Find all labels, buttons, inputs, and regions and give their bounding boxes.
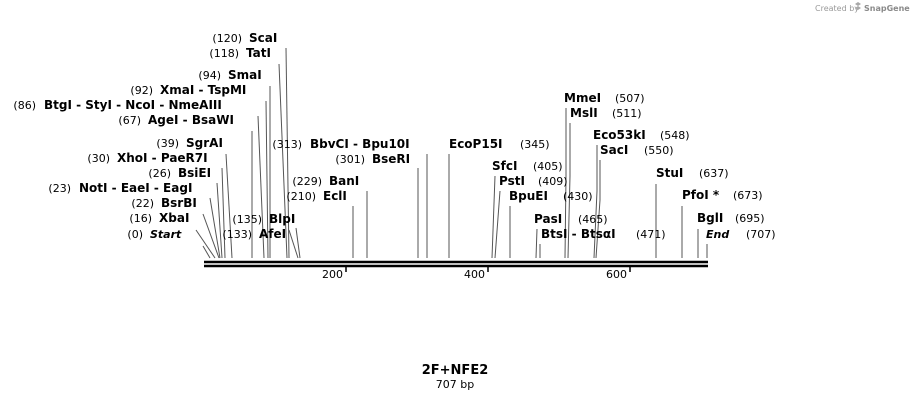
connector-xbai bbox=[195, 229, 216, 259]
site-name-bgli: BglI bbox=[697, 211, 723, 225]
connector-eco53ki bbox=[593, 145, 598, 259]
site-name-sfci: SfcI bbox=[492, 159, 517, 173]
site-pos-pfoi: (673) bbox=[733, 189, 763, 202]
site-name-bbvci: BbvCI - Bpu10I bbox=[310, 137, 410, 151]
connector-scai bbox=[285, 47, 290, 259]
tick-label-600: 600 bbox=[606, 268, 627, 281]
site-pos-sgrai: (39) bbox=[156, 137, 179, 150]
site-pos-btsi: (471) bbox=[636, 228, 666, 241]
connector-psti bbox=[494, 190, 501, 259]
site-pos-bsrbi: (22) bbox=[131, 197, 154, 210]
site-pos-mmei: (507) bbox=[615, 92, 645, 105]
site-pos-end: (707) bbox=[746, 228, 776, 241]
site-name-btgi: BtgI - StyI - NcoI - NmeAIII bbox=[44, 98, 222, 112]
brand-name: SnapGene bbox=[864, 4, 910, 13]
site-name-afei: AfeI bbox=[259, 227, 286, 241]
site-name-bsiei: BsiEI bbox=[178, 166, 211, 180]
site-name-xhoi: XhoI - PaeR7I bbox=[117, 151, 208, 165]
site-labels: (120) ScaI (118) TatI (94) SmaI (92) Xma… bbox=[13, 31, 775, 241]
site-pos-agei: (67) bbox=[118, 114, 141, 127]
connector-sfci bbox=[491, 175, 496, 259]
site-name-xbai: XbaI bbox=[159, 211, 189, 225]
connector-blpi bbox=[295, 227, 301, 259]
site-name-stui: StuI bbox=[656, 166, 683, 180]
site-pos-xhoi: (30) bbox=[87, 152, 110, 165]
site-name-sgrai: SgrAI bbox=[186, 136, 223, 150]
connector-btgi bbox=[257, 115, 265, 259]
site-name-agei: AgeI - BsaWI bbox=[148, 113, 234, 127]
connector-xhoi bbox=[221, 167, 226, 259]
site-pos-tati: (118) bbox=[209, 47, 239, 60]
site-pos-smai: (94) bbox=[198, 69, 221, 82]
site-pos-start: (0) bbox=[127, 228, 143, 241]
connector-sgrai bbox=[225, 153, 233, 259]
site-name-blpi: BlpI bbox=[269, 212, 295, 226]
site-pos-afei: (133) bbox=[222, 228, 252, 241]
site-name-bseri: BseRI bbox=[372, 152, 410, 166]
tick-label-400: 400 bbox=[464, 268, 485, 281]
connector-saci bbox=[595, 160, 601, 259]
site-name-noti: NotI - EaeI - EagI bbox=[79, 181, 192, 195]
site-pos-ecop15i: (345) bbox=[520, 138, 550, 151]
site-pos-bgli: (695) bbox=[735, 212, 765, 225]
site-name-xmai: XmaI - TspMI bbox=[160, 83, 246, 97]
site-pos-sfci: (405) bbox=[533, 160, 563, 173]
site-pos-stui: (637) bbox=[699, 167, 729, 180]
connector-mmei bbox=[564, 108, 567, 259]
connector-xmai bbox=[265, 100, 269, 259]
site-pos-bpuei: (430) bbox=[563, 190, 593, 203]
site-pos-bseri: (301) bbox=[335, 153, 365, 166]
sequence-backbone bbox=[204, 260, 708, 268]
connector-msli bbox=[567, 123, 571, 259]
connector-noti bbox=[209, 197, 221, 259]
plasmid-name: 2F+NFE2 bbox=[422, 363, 489, 378]
connector-bsrbi bbox=[202, 213, 220, 259]
site-name-btsi: BtsI - BtsαI bbox=[541, 227, 616, 241]
site-name-end: End bbox=[706, 228, 729, 241]
site-name-pasi: PasI bbox=[534, 212, 562, 226]
axis-ticks: 200 400 600 bbox=[322, 266, 631, 281]
connector-start bbox=[202, 245, 211, 259]
site-connectors bbox=[195, 47, 708, 259]
site-name-bpuei: BpuEI bbox=[509, 189, 548, 203]
site-name-scai: ScaI bbox=[249, 31, 277, 45]
site-pos-noti: (23) bbox=[48, 182, 71, 195]
site-name-msli: MslI bbox=[570, 106, 598, 120]
site-name-ecli: EclI bbox=[323, 189, 347, 203]
site-name-mmei: MmeI bbox=[564, 91, 601, 105]
site-name-saci: SacI bbox=[600, 143, 628, 157]
site-pos-saci: (550) bbox=[644, 144, 674, 157]
connector-pasi bbox=[535, 228, 538, 259]
site-name-ecop15i: EcoP15I bbox=[449, 137, 503, 151]
site-name-bani: BanI bbox=[329, 174, 359, 188]
site-name-eco53ki: Eco53kI bbox=[593, 128, 646, 142]
site-pos-ecli: (210) bbox=[286, 190, 316, 203]
site-name-tati: TatI bbox=[246, 46, 271, 60]
site-name-pfoi: PfoI * bbox=[682, 188, 720, 202]
connector-tati bbox=[278, 63, 288, 259]
site-pos-btgi: (86) bbox=[13, 99, 36, 112]
tick-label-200: 200 bbox=[322, 268, 343, 281]
connector-afei bbox=[288, 229, 299, 259]
connector-bsiei bbox=[216, 182, 223, 259]
site-pos-bani: (229) bbox=[292, 175, 322, 188]
site-pos-bbvci: (313) bbox=[272, 138, 302, 151]
site-pos-scai: (120) bbox=[212, 32, 242, 45]
site-name-start: Start bbox=[150, 228, 182, 241]
site-pos-eco53ki: (548) bbox=[660, 129, 690, 142]
snapgene-logo-icon bbox=[855, 2, 861, 10]
site-pos-psti: (409) bbox=[538, 175, 568, 188]
site-pos-blpi: (135) bbox=[232, 213, 262, 226]
site-name-bsrbi: BsrBI bbox=[161, 196, 197, 210]
site-pos-pasi: (465) bbox=[578, 213, 608, 226]
brand-prefix: Created by bbox=[815, 4, 859, 13]
site-name-psti: PstI bbox=[499, 174, 525, 188]
site-pos-msli: (511) bbox=[612, 107, 642, 120]
site-pos-xbai: (16) bbox=[129, 212, 152, 225]
plasmid-length: 707 bp bbox=[436, 378, 474, 391]
site-name-smai: SmaI bbox=[228, 68, 262, 82]
site-pos-bsiei: (26) bbox=[148, 167, 171, 180]
site-pos-xmai: (92) bbox=[130, 84, 153, 97]
